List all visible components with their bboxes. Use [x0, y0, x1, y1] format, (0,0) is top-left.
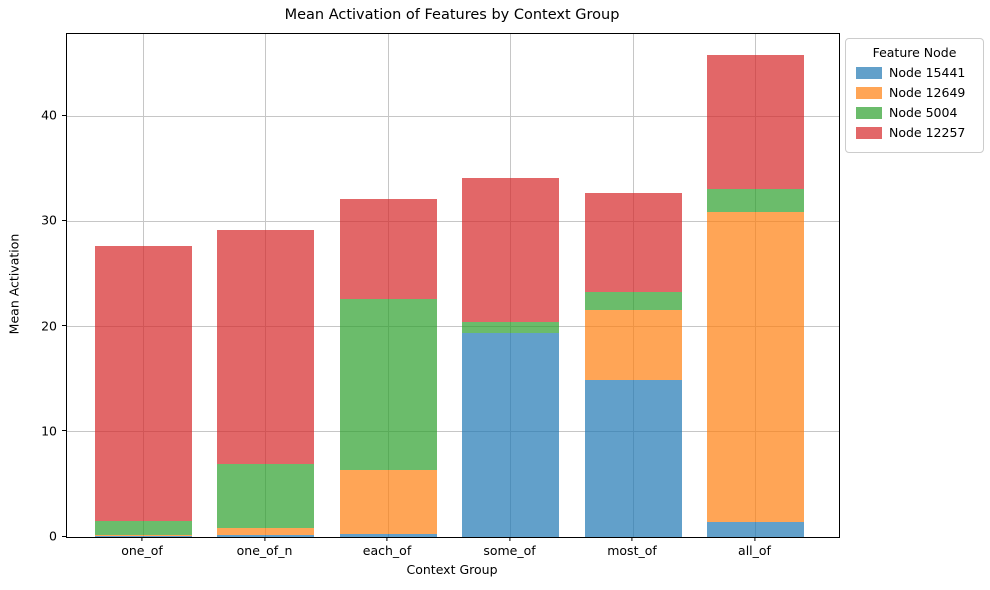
x-tick-mark-one_of — [141, 537, 143, 542]
bar-most_of — [584, 34, 682, 537]
bar-one_of — [94, 34, 192, 537]
legend-swatch-icon — [856, 126, 882, 139]
gridline-y-40 — [67, 115, 839, 117]
segment-one_of-node-15441 — [94, 536, 192, 537]
legend-item-node-5004: Node 5004 — [856, 105, 975, 120]
segment-one_of_n-node-12649 — [217, 528, 314, 535]
x-tick-mark-all_of — [753, 537, 756, 542]
segment-one_of-node-12257 — [94, 245, 192, 522]
segment-all_of-node-15441 — [707, 521, 804, 537]
segment-some_of-node-15441 — [462, 332, 559, 537]
y-tick-label-0: 0 — [49, 528, 57, 544]
x-tick-label-all_of: all_of — [738, 543, 771, 558]
legend-items: Node 15441 Node 12649 Node 5004 Node 12257 — [854, 65, 975, 140]
segment-most_of-node-5004 — [584, 291, 682, 310]
segment-some_of-node-5004 — [462, 322, 559, 333]
segment-all_of-node-5004 — [707, 188, 804, 213]
bar-one_of_n — [217, 34, 314, 537]
x-tick-mark-one_of_n — [263, 537, 266, 542]
y-tick-label-10: 10 — [41, 423, 57, 439]
segment-one_of_n-node-15441 — [217, 534, 314, 537]
legend-swatch-icon — [856, 86, 882, 99]
chart-title: Mean Activation of Features by Context G… — [284, 7, 620, 23]
segment-each_of-node-5004 — [339, 299, 437, 471]
legend-item-node-12257: Node 12257 — [856, 125, 975, 140]
legend-label: Node 12649 — [889, 85, 966, 100]
legend-label: Node 12257 — [889, 125, 966, 140]
y-tick-mark-10 — [62, 430, 66, 432]
segment-one_of_n-node-5004 — [217, 463, 314, 529]
y-tick-label-30: 30 — [41, 212, 57, 228]
bar-some_of — [462, 34, 559, 537]
segment-one_of-node-12649 — [94, 534, 192, 537]
gridline-y-10 — [67, 431, 839, 433]
legend-label: Node 15441 — [889, 65, 966, 80]
y-tick-mark-0 — [62, 535, 66, 537]
y-tick-mark-30 — [62, 219, 66, 221]
y-tick-mark-20 — [62, 325, 66, 327]
x-tick-mark-most_of — [631, 537, 633, 542]
legend-swatch-icon — [856, 66, 882, 79]
legend: Feature Node Node 15441 Node 12649 Node 50… — [845, 38, 984, 153]
legend-title: Feature Node — [872, 45, 957, 60]
bar-all_of — [707, 34, 804, 537]
legend-swatch-icon — [856, 106, 882, 119]
x-tick-label-some_of: some_of — [483, 543, 536, 558]
x-axis-label: Context Group — [406, 562, 498, 577]
y-tick-label-40: 40 — [41, 107, 57, 123]
segment-all_of-node-12649 — [707, 212, 804, 522]
segment-some_of-node-12257 — [462, 178, 559, 323]
x-tick-label-one_of: one_of — [121, 543, 163, 558]
x-tick-label-one_of_n: one_of_n — [236, 543, 293, 558]
segment-most_of-node-12649 — [584, 309, 682, 381]
plot-area — [66, 33, 840, 538]
y-tick-label-20: 20 — [41, 318, 57, 334]
x-tick-label-each_of: each_of — [362, 543, 412, 558]
segment-each_of-node-12649 — [339, 470, 437, 535]
legend-item-node-15441: Node 15441 — [856, 65, 975, 80]
gridline-y-30 — [67, 220, 839, 222]
y-tick-mark-40 — [62, 114, 66, 116]
x-tick-mark-each_of — [386, 537, 388, 542]
segment-all_of-node-12257 — [707, 55, 804, 189]
segment-most_of-node-15441 — [584, 380, 682, 537]
x-tick-label-most_of: most_of — [607, 543, 657, 558]
gridline-y-20 — [67, 326, 839, 328]
segment-one_of_n-node-12257 — [217, 229, 314, 464]
y-axis-label: Mean Activation — [6, 233, 22, 335]
segment-most_of-node-12257 — [584, 192, 682, 292]
x-tick-mark-some_of — [508, 537, 511, 542]
legend-label: Node 5004 — [889, 105, 958, 120]
segment-each_of-node-12257 — [339, 199, 437, 300]
legend-item-node-12649: Node 12649 — [856, 85, 975, 100]
segment-one_of-node-5004 — [94, 521, 192, 535]
segment-each_of-node-15441 — [339, 534, 437, 537]
bar-each_of — [339, 34, 437, 537]
